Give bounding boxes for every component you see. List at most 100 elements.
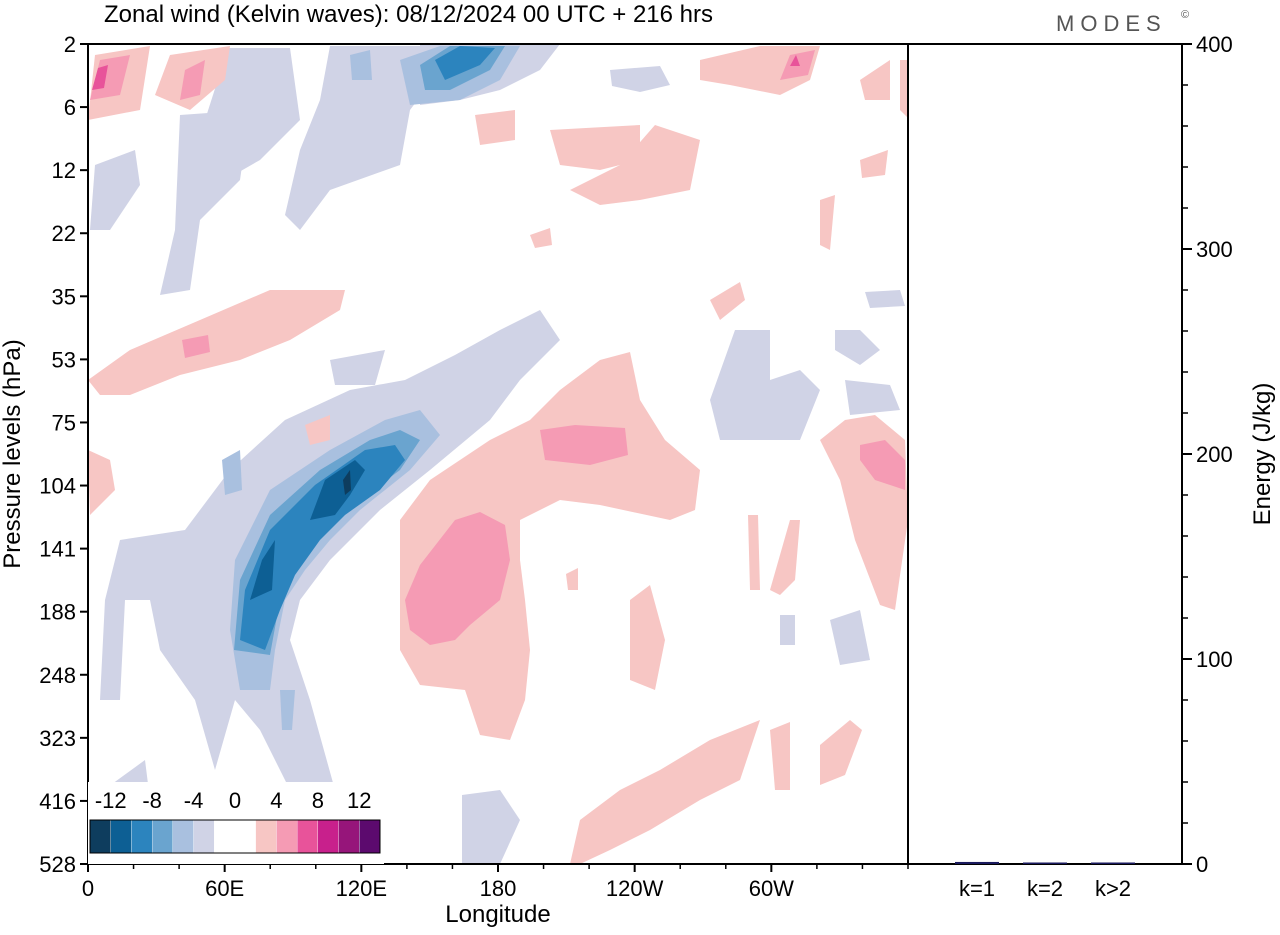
energy-bar-label: k=1	[959, 876, 995, 901]
colorbar-cell	[296, 819, 319, 854]
pos-region	[530, 228, 552, 248]
energy-tick-label: 200	[1196, 442, 1233, 467]
neg-region	[462, 790, 520, 864]
y-tick-label: 141	[39, 537, 76, 562]
y-tick-label: 2	[64, 32, 76, 57]
colorbar-label: -8	[142, 788, 162, 813]
neg-region	[710, 330, 820, 440]
colorbar-label: 4	[270, 788, 282, 813]
colorbar-cell	[172, 819, 194, 854]
neg-region	[285, 46, 440, 230]
y-tick-label: 104	[39, 474, 76, 499]
pos-region	[820, 195, 835, 250]
pos-region	[790, 55, 800, 66]
y-tick-label: 188	[39, 600, 76, 625]
colorbar-label: -12	[95, 788, 127, 813]
energy-axis-title: Energy (J/kg)	[1249, 383, 1276, 526]
energy-tick-label: 0	[1196, 852, 1208, 877]
neg-region	[250, 540, 275, 600]
colorbar-cell	[151, 819, 174, 854]
neg-region	[610, 66, 670, 92]
energy-panel-frame	[907, 43, 1183, 865]
pos-region	[180, 60, 205, 100]
colorbar-legend: -12 -8 -4 0 4 8 12	[88, 782, 384, 864]
colorbar-cell	[193, 819, 215, 854]
pos-region	[550, 125, 640, 170]
colorbar-cell	[338, 819, 360, 854]
x-tick-label: 60W	[749, 876, 794, 901]
energy-bar	[1091, 862, 1135, 864]
colorbar-cell	[255, 819, 277, 854]
energy-bar-label: k=2	[1027, 876, 1063, 901]
pos-region	[630, 585, 665, 690]
colorbar-cell	[359, 819, 381, 854]
y-tick-label: 12	[52, 158, 76, 183]
longitude-axis: 0 60E 120E 180 120W 60W	[82, 864, 909, 901]
pos-region	[770, 520, 800, 595]
neg-region	[100, 310, 560, 790]
y-tick-label: 75	[52, 410, 76, 435]
y-tick-label: 35	[52, 284, 76, 309]
neg-region	[435, 46, 495, 80]
colorbar-label: 0	[229, 788, 241, 813]
pos-region	[92, 65, 108, 90]
y-tick-label: 416	[39, 789, 76, 814]
pos-region	[770, 722, 790, 790]
x-axis-title: Longitude	[445, 901, 550, 928]
pos-region	[88, 290, 345, 395]
chart-title: Zonal wind (Kelvin waves): 08/12/2024 00…	[104, 1, 713, 28]
colorbar-labels: -12 -8 -4 0 4 8 12	[95, 788, 372, 813]
neg-region	[845, 380, 900, 415]
pos-region	[860, 440, 905, 490]
colorbar-label: 12	[347, 788, 371, 813]
pos-region	[860, 60, 890, 100]
energy-axis: 0 100 200 300 400	[1182, 32, 1233, 877]
colorbar-cell	[276, 819, 298, 854]
x-tick-label: 120E	[336, 876, 387, 901]
negative-faint-regions	[90, 44, 905, 864]
pos-region	[900, 60, 908, 118]
neg-region	[865, 290, 905, 308]
pos-region	[475, 110, 515, 145]
y-axis-title: Pressure levels (hPa)	[0, 339, 26, 568]
pos-region	[820, 720, 862, 785]
positive-level-3-regions	[92, 55, 800, 90]
pos-region	[405, 512, 510, 645]
energy-tick-label: 300	[1196, 237, 1233, 262]
pos-region	[570, 125, 700, 205]
negative-level-4-regions	[240, 46, 495, 650]
neg-region	[90, 150, 140, 230]
neg-region	[310, 460, 365, 520]
neg-region	[222, 450, 242, 495]
x-tick-label: 0	[82, 876, 94, 901]
neg-region	[330, 350, 385, 385]
energy-bar-label: k>2	[1095, 876, 1131, 901]
energy-bar-labels: k=1 k=2 k>2	[959, 876, 1131, 901]
neg-region	[780, 615, 795, 645]
energy-tick-label: 400	[1196, 32, 1233, 57]
neg-region	[350, 50, 372, 80]
negative-level-5-regions	[250, 460, 365, 600]
y-tick-label: 528	[39, 852, 76, 877]
colorbar-label: 8	[312, 788, 324, 813]
colorbar-cell	[317, 819, 339, 854]
energy-bar	[1023, 862, 1067, 864]
neg-region	[280, 690, 295, 730]
neg-region	[160, 110, 250, 295]
y-tick-label: 248	[39, 663, 76, 688]
pos-region	[540, 425, 628, 465]
y-tick-label: 22	[52, 221, 76, 246]
pos-region	[748, 515, 760, 590]
x-tick-label: 180	[480, 876, 517, 901]
positive-level-2-regions	[90, 50, 905, 645]
brand-mark: ©	[1181, 9, 1189, 21]
x-tick-label: 120W	[606, 876, 664, 901]
pos-region	[710, 282, 745, 320]
y-tick-label: 323	[39, 726, 76, 751]
pos-region	[182, 335, 210, 358]
colorbar-cell	[89, 819, 111, 854]
colorbar-cell	[214, 819, 236, 854]
pos-region	[570, 720, 760, 864]
